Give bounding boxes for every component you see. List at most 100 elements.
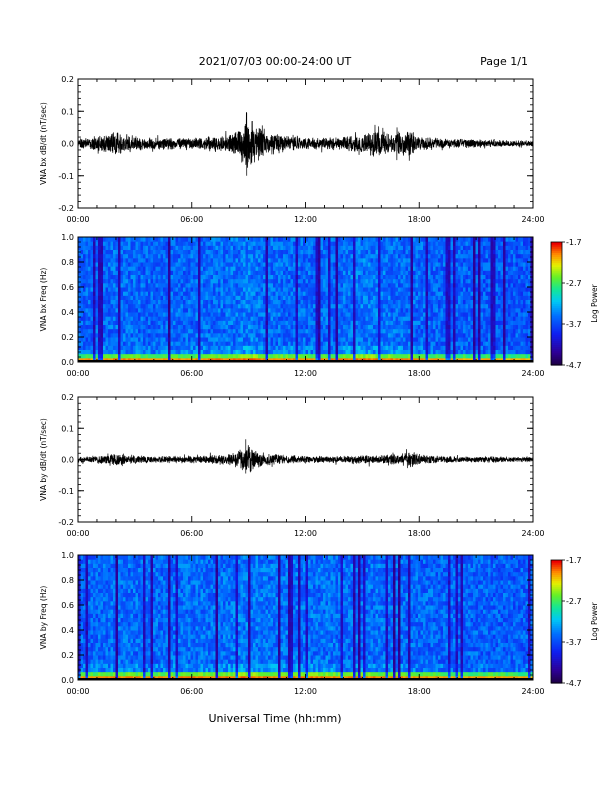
bx-spec-cell [168, 245, 171, 250]
bx-spec-cell [220, 332, 224, 338]
bx-spec-cell [108, 303, 111, 309]
bx-spec-cell [145, 262, 149, 267]
bx-spec-cell [138, 287, 141, 292]
bx-spec-cell [143, 287, 146, 292]
bx-spec-cell [153, 241, 156, 246]
bx-spec-cell [90, 324, 94, 330]
bx-spec-cell [168, 349, 171, 355]
bx-spec-cell [110, 274, 114, 280]
bx-spec-cell [190, 324, 194, 330]
bx-spec-cell [190, 266, 194, 271]
bx-spec-cell [90, 253, 94, 259]
bx-spec-cell [140, 282, 144, 288]
bx-spec-cell [228, 337, 231, 342]
bx-spec-cell [200, 291, 204, 296]
bx-spec-cell [163, 270, 166, 275]
bx-spec-cell [198, 295, 201, 300]
bx-spec-cell [100, 332, 104, 338]
bx-spec-cell [140, 257, 144, 263]
bx-spec-cell [203, 241, 206, 246]
bx-spec-cell [195, 262, 199, 267]
bx-spec-cell [128, 353, 131, 359]
bx-spec-cell [228, 341, 231, 346]
bx-spec-cell [185, 328, 189, 334]
bx-spec-cell [123, 324, 126, 330]
bx-spec-cell [210, 324, 214, 330]
bx-spec-cell [170, 266, 174, 271]
bx-spec-cell [148, 341, 151, 346]
bx-spec-cell [98, 316, 101, 321]
bx-spec-cell [233, 337, 236, 342]
bx-dbdt-xtick-label: 06:00 [180, 215, 203, 224]
bx-spec-cell [180, 332, 184, 338]
bx-spec-cell [220, 237, 224, 242]
bx-spec-cell [170, 274, 174, 280]
bx-spec-cell [118, 320, 121, 325]
bx-spec-cell [160, 337, 164, 342]
bx-spec-cell [175, 253, 179, 259]
bx-spec-cell [160, 349, 164, 355]
bx-spec-cell [213, 332, 216, 338]
bx-spec-cell [100, 262, 104, 267]
bx-spec-cell [168, 253, 171, 259]
bx-spec-cell [223, 287, 226, 292]
bx-spec-cell [183, 245, 186, 250]
bx-spec-cell [230, 270, 234, 275]
bx-spec-cell [175, 337, 179, 342]
bx-spec-cell [143, 328, 146, 334]
bx-spec-cell [83, 257, 86, 263]
bx-spec-cell [110, 245, 114, 250]
bx-spec-cell [150, 299, 154, 305]
bx-spec-cell [198, 270, 201, 275]
bx-spec-cell [188, 282, 191, 288]
bx-spec-cell [100, 307, 104, 313]
bx-spec-cell [208, 312, 211, 317]
bx-spec-cell [203, 332, 206, 338]
bx-spec-cell [90, 312, 94, 317]
bx-spec-cell [153, 287, 156, 292]
bx-spec-cell [155, 316, 159, 321]
bx-spec-cell [163, 274, 166, 280]
bx-spec-cell [213, 245, 216, 250]
bx-spec-cell [98, 282, 101, 288]
bx-spec-cell [163, 303, 166, 309]
bx-spec-cell [145, 349, 149, 355]
bx-spec-cell [230, 324, 234, 330]
bx-spec-cell [145, 282, 149, 288]
bx-spec-cell [168, 287, 171, 292]
bx-spec-cell [118, 278, 121, 284]
bx-spec-cell [215, 337, 219, 342]
bx-spec-cell [213, 270, 216, 275]
bx-spec-cell [113, 291, 116, 296]
bx-spec-cell [90, 278, 94, 284]
bx-spec-cell [220, 295, 224, 300]
bx-spec-cell [150, 324, 154, 330]
bx-spec-cell [128, 332, 131, 338]
bx-spec-cell [108, 278, 111, 284]
bx-spec-cell [218, 312, 221, 317]
bx-spec-cell [210, 245, 214, 250]
bx-spec-cell [215, 299, 219, 305]
bx-spec-cell [163, 266, 166, 271]
bx-spec-cell [135, 253, 139, 259]
bx-spec-cell [80, 312, 84, 317]
bx-spec-cell [193, 345, 196, 350]
bx-spec-cell [123, 299, 126, 305]
bx-spec-cell [205, 320, 209, 325]
bx-spec-cell [160, 249, 164, 255]
bx-spec-cell [225, 249, 229, 255]
bx-spec-cell [190, 337, 194, 342]
bx-spec-cell [225, 328, 229, 334]
bx-spec-cell [168, 303, 171, 309]
bx-spec-cell [173, 257, 176, 263]
bx-spec-cell [163, 262, 166, 267]
bx-spec-cell [103, 291, 106, 296]
bx-spec-cell [98, 324, 101, 330]
bx-spec-cell [210, 274, 214, 280]
bx-spec-cell [230, 328, 234, 334]
bx-spec-cell [218, 316, 221, 321]
bx-spec-cell [103, 262, 106, 267]
bx-spec-cell [223, 278, 226, 284]
bx-spec-cell [135, 291, 139, 296]
bx-spec-cell [233, 274, 236, 280]
